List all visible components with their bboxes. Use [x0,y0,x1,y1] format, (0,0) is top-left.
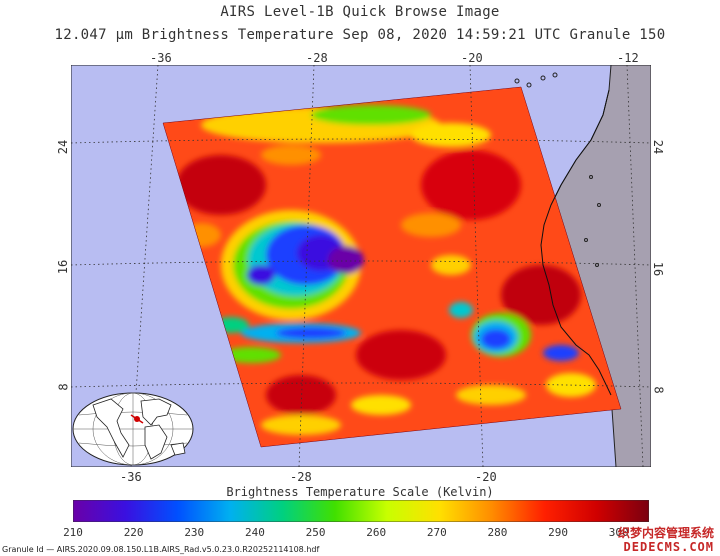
colorbar-tick-label: 250 [305,526,326,539]
colorbar-tick-label: 240 [244,526,265,539]
swath-outline [162,86,622,448]
top-lon-tick: -20 [461,51,483,65]
colorbar-tick-label: 210 [63,526,83,539]
watermark-line1: 织梦内容管理系统 [617,526,714,540]
bottom-lon-tick: -28 [290,470,312,484]
colorbar-tick-label: 260 [366,526,387,539]
bottom-lon-tick: -20 [475,470,497,484]
top-lon-tick: -12 [617,51,639,65]
left-lat-tick: 24 [56,139,71,155]
right-lat-tick: 24 [651,139,666,155]
colorbar-tick-label: 230 [184,526,205,539]
granule-id-label: Granule Id — AIRS.2020.09.08.150.L1B.AIR… [2,545,320,554]
colorbar-tick-label: 270 [426,526,447,539]
top-lon-tick: -36 [150,51,172,65]
bottom-lon-tick: -36 [120,470,142,484]
colorbar [73,500,649,522]
left-lat-tick: 16 [56,259,71,275]
watermark-line2: DEDECMS.COM [623,540,714,554]
chart-subtitle: 12.047 μm Brightness Temperature Sep 08,… [54,27,666,43]
coastline [540,89,612,396]
colorbar-tick-label: 300 [608,526,629,539]
colorbar-tick-label: 220 [123,526,144,539]
globe-inset [72,392,194,466]
colorbar-tick-label: 290 [548,526,568,539]
colorbar-tick-label: 280 [487,526,508,539]
top-lon-tick: -28 [306,51,328,65]
brightness-temperature-map [71,65,651,467]
colorbar-gradient [73,500,649,522]
right-lat-tick: 16 [651,261,666,277]
colorbar-title: Brightness Temperature Scale (Kelvin) [226,485,494,499]
watermark: 织梦内容管理系统 DEDECMS.COM [618,526,714,554]
lat-lon-grid [71,65,651,467]
left-lat-tick: 8 [56,383,71,391]
right-lat-tick: 8 [651,386,666,394]
chart-title: AIRS Level-1B Quick Browse Image [220,4,500,20]
